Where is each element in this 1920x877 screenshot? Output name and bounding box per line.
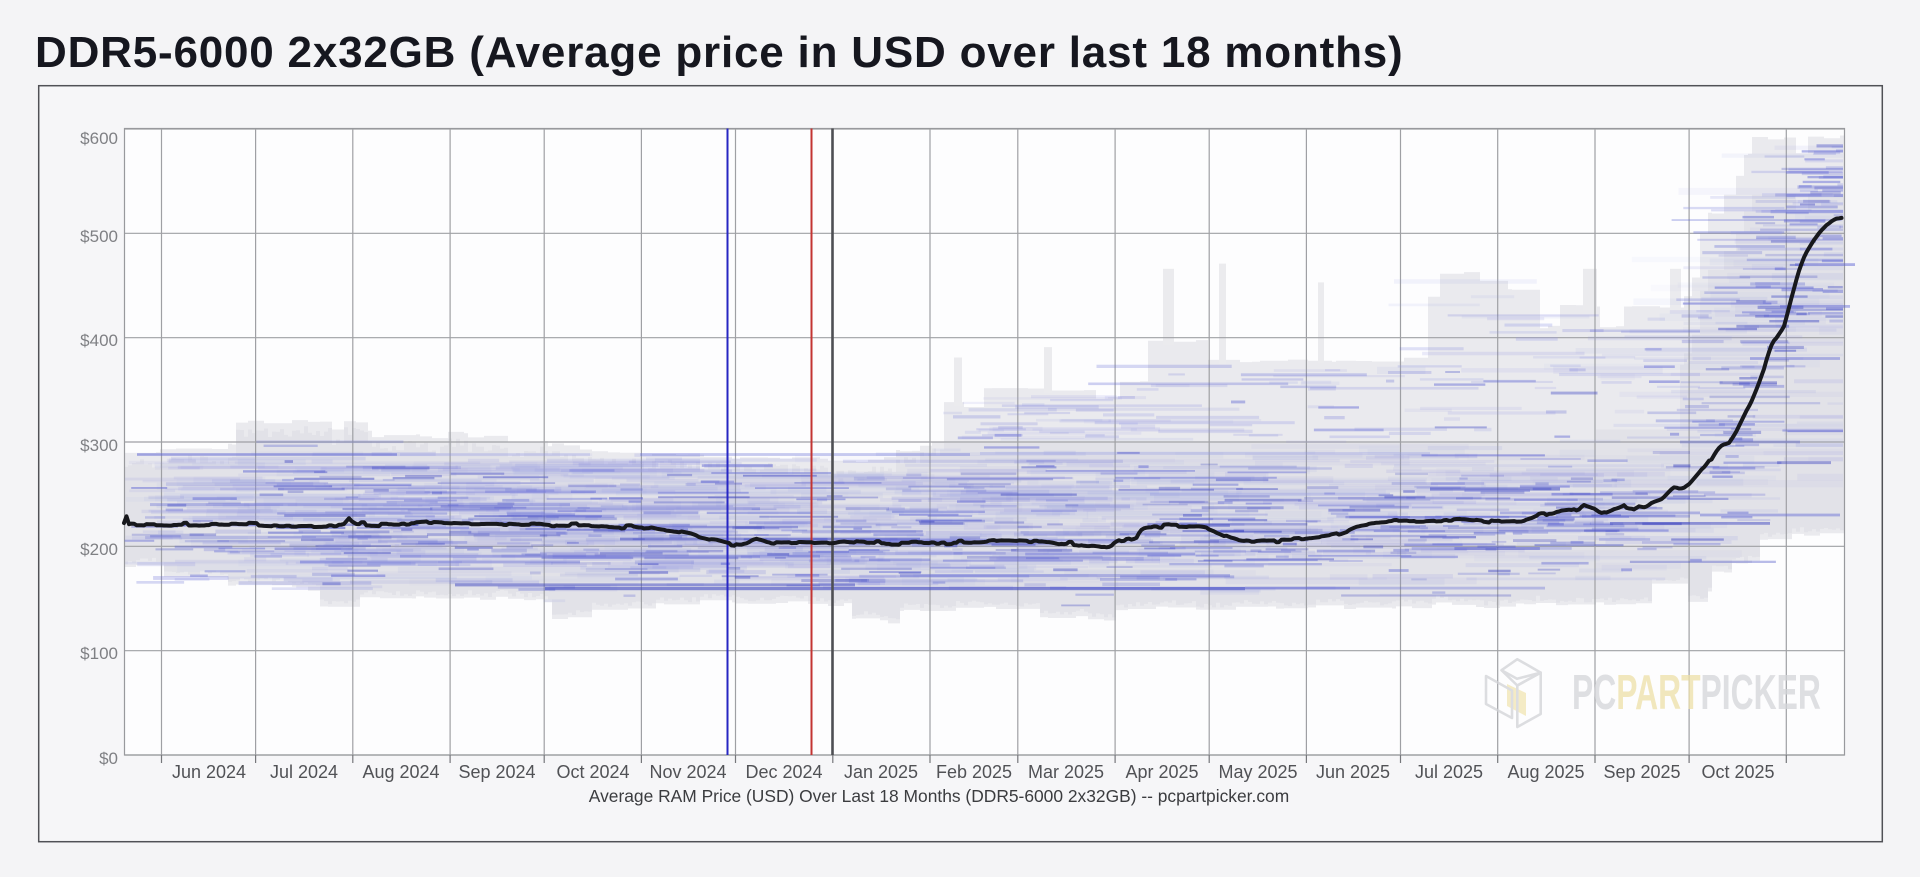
svg-text:$0: $0: [99, 749, 118, 768]
svg-text:$600: $600: [80, 129, 118, 148]
svg-text:Aug 2024: Aug 2024: [362, 762, 439, 782]
svg-text:Aug 2025: Aug 2025: [1507, 762, 1584, 782]
svg-text:Apr 2025: Apr 2025: [1125, 762, 1198, 782]
svg-text:Oct 2025: Oct 2025: [1701, 762, 1774, 782]
svg-text:$400: $400: [80, 331, 118, 350]
svg-text:$200: $200: [80, 540, 118, 559]
svg-text:DDR5-6000 2x32GB (Average pric: DDR5-6000 2x32GB (Average price in USD o…: [35, 28, 1404, 77]
svg-text:$100: $100: [80, 644, 118, 663]
svg-text:Average RAM Price (USD) Over L: Average RAM Price (USD) Over Last 18 Mon…: [589, 786, 1289, 806]
svg-text:Jul 2025: Jul 2025: [1415, 762, 1483, 782]
svg-text:Dec 2024: Dec 2024: [745, 762, 822, 782]
svg-text:Mar 2025: Mar 2025: [1028, 762, 1104, 782]
svg-text:$500: $500: [80, 227, 118, 246]
svg-text:Oct 2024: Oct 2024: [556, 762, 629, 782]
svg-text:Jul 2024: Jul 2024: [270, 762, 338, 782]
svg-text:PCPARTPICKER: PCPARTPICKER: [1572, 665, 1821, 720]
svg-text:Sep 2025: Sep 2025: [1603, 762, 1680, 782]
svg-text:May 2025: May 2025: [1218, 762, 1297, 782]
svg-text:Jun 2025: Jun 2025: [1316, 762, 1390, 782]
svg-text:Feb 2025: Feb 2025: [936, 762, 1012, 782]
svg-text:$300: $300: [80, 436, 118, 455]
svg-text:Sep 2024: Sep 2024: [458, 762, 535, 782]
svg-text:Jan 2025: Jan 2025: [844, 762, 918, 782]
svg-text:Nov 2024: Nov 2024: [649, 762, 726, 782]
svg-text:Jun 2024: Jun 2024: [172, 762, 246, 782]
